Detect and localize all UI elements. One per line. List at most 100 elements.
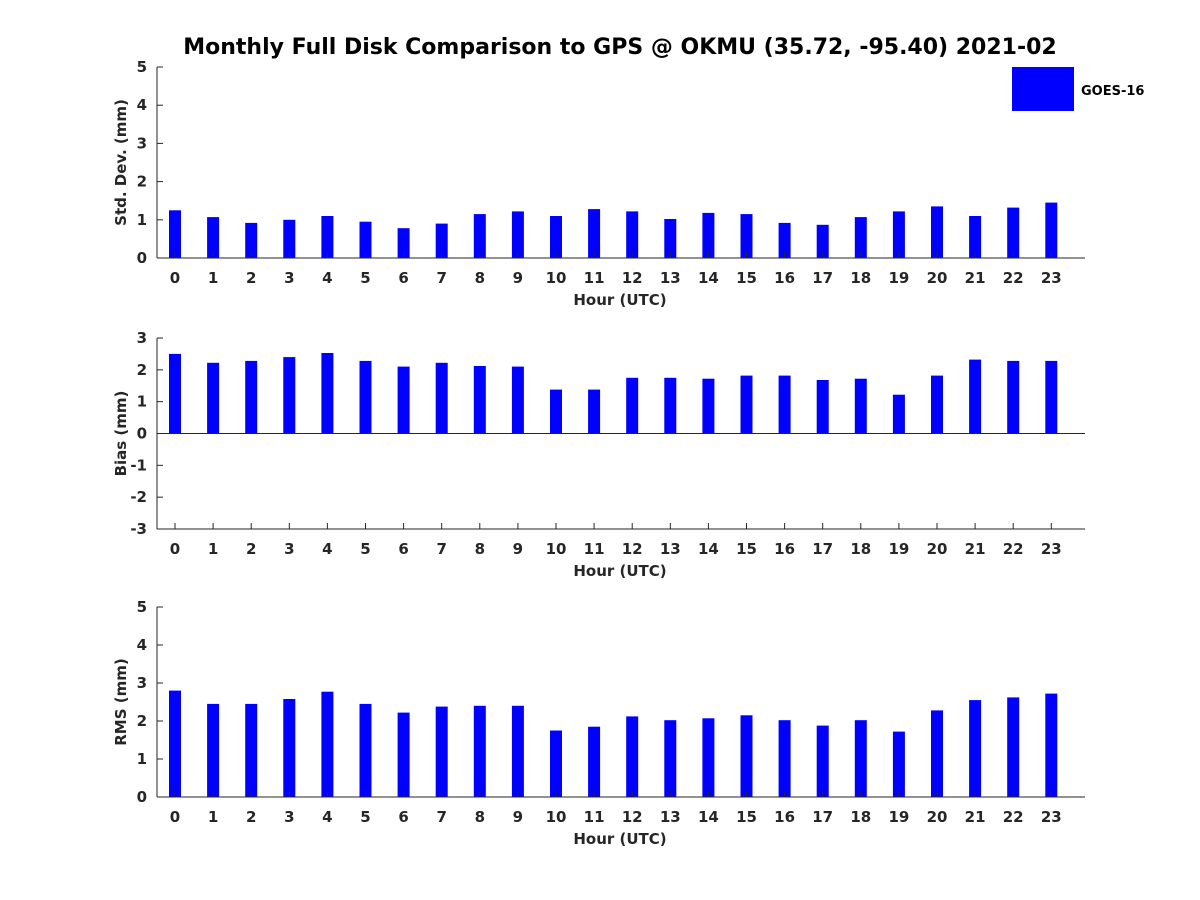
bar-hour-10 bbox=[550, 730, 562, 797]
y-tick-label: 1 bbox=[137, 750, 147, 768]
x-tick-label: 1 bbox=[208, 540, 218, 558]
bar-hour-21 bbox=[969, 216, 982, 258]
x-tick-label: 2 bbox=[246, 269, 256, 287]
y-axis-title: Bias (mm) bbox=[112, 391, 130, 477]
x-tick-label: 20 bbox=[927, 269, 948, 287]
x-tick-label: 4 bbox=[322, 808, 332, 826]
y-tick-label: 5 bbox=[137, 598, 147, 616]
bar-hour-14 bbox=[702, 212, 715, 258]
x-tick-label: 0 bbox=[170, 808, 180, 826]
legend-label-goes-16: GOES-16 bbox=[1081, 84, 1144, 99]
x-tick-label: 6 bbox=[398, 808, 408, 826]
x-tick-label: 7 bbox=[436, 540, 446, 558]
x-tick-label: 4 bbox=[322, 269, 332, 287]
bar-hour-15 bbox=[740, 375, 753, 434]
y-tick-label: 0 bbox=[137, 425, 147, 443]
y-tick-label: 3 bbox=[137, 134, 147, 152]
x-tick-label: 16 bbox=[774, 269, 795, 287]
x-axis-title: Hour (UTC) bbox=[573, 562, 666, 580]
bar-hour-8 bbox=[473, 705, 486, 797]
bar-hour-7 bbox=[435, 362, 448, 434]
bar-hour-10 bbox=[550, 216, 562, 258]
x-tick-label: 8 bbox=[475, 269, 485, 287]
legend: GOES-16 bbox=[1012, 67, 1144, 111]
y-axis-title: Std. Dev. (mm) bbox=[112, 99, 130, 226]
x-tick-label: 21 bbox=[965, 808, 986, 826]
x-tick-label: 23 bbox=[1041, 808, 1062, 826]
x-tick-label: 21 bbox=[965, 269, 986, 287]
bar-hour-7 bbox=[435, 706, 448, 797]
bar-hour-18 bbox=[854, 217, 867, 258]
x-axis-title: Hour (UTC) bbox=[573, 830, 666, 848]
bar-hour-21 bbox=[969, 700, 982, 797]
x-tick-label: 18 bbox=[850, 269, 871, 287]
y-tick-label: -1 bbox=[130, 456, 147, 474]
x-tick-label: 8 bbox=[475, 540, 485, 558]
x-tick-label: 1 bbox=[208, 269, 218, 287]
bar-hour-16 bbox=[778, 222, 791, 258]
x-tick-label: 3 bbox=[284, 540, 294, 558]
bar-hour-16 bbox=[778, 375, 791, 434]
bar-hour-22 bbox=[1007, 697, 1020, 797]
bar-hour-2 bbox=[245, 360, 258, 434]
x-tick-label: 6 bbox=[398, 540, 408, 558]
bar-hour-21 bbox=[969, 359, 982, 434]
bar-hour-23 bbox=[1045, 360, 1058, 434]
bar-hour-3 bbox=[283, 357, 296, 434]
bar-hour-20 bbox=[931, 375, 943, 434]
y-tick-label: 0 bbox=[137, 249, 147, 267]
x-tick-label: 13 bbox=[660, 808, 681, 826]
x-tick-label: 17 bbox=[812, 808, 833, 826]
y-tick-label: 5 bbox=[137, 58, 147, 76]
x-tick-label: 12 bbox=[622, 540, 643, 558]
bar-hour-22 bbox=[1007, 360, 1020, 434]
x-tick-label: 22 bbox=[1003, 808, 1024, 826]
x-tick-label: 10 bbox=[546, 808, 567, 826]
bar-hour-13 bbox=[664, 377, 677, 434]
bar-hour-2 bbox=[245, 222, 258, 258]
x-tick-label: 14 bbox=[698, 808, 719, 826]
x-tick-label: 2 bbox=[246, 540, 256, 558]
x-tick-label: 0 bbox=[170, 269, 180, 287]
bar-hour-5 bbox=[359, 703, 372, 797]
x-tick-label: 19 bbox=[888, 269, 909, 287]
bar-hour-9 bbox=[511, 705, 524, 797]
bar-hour-15 bbox=[740, 715, 753, 797]
x-tick-label: 11 bbox=[584, 269, 605, 287]
bar-hour-4 bbox=[321, 691, 334, 797]
y-tick-label: 4 bbox=[137, 96, 147, 114]
bar-hour-0 bbox=[169, 210, 181, 259]
x-tick-label: 21 bbox=[965, 540, 986, 558]
bar-hour-14 bbox=[702, 718, 715, 797]
x-tick-label: 9 bbox=[513, 540, 523, 558]
x-tick-label: 19 bbox=[888, 540, 909, 558]
bar-hour-23 bbox=[1045, 202, 1058, 258]
legend-swatch-goes-16 bbox=[1012, 67, 1074, 111]
bar-hour-13 bbox=[664, 219, 677, 258]
bar-hour-16 bbox=[778, 720, 791, 797]
bar-hour-14 bbox=[702, 378, 715, 434]
bar-hour-3 bbox=[283, 699, 296, 797]
y-tick-label: 1 bbox=[137, 211, 147, 229]
x-tick-label: 22 bbox=[1003, 540, 1024, 558]
bar-hour-17 bbox=[816, 725, 829, 797]
x-tick-label: 19 bbox=[888, 808, 909, 826]
bar-hour-8 bbox=[473, 366, 486, 434]
x-tick-label: 17 bbox=[812, 540, 833, 558]
bar-hour-11 bbox=[588, 726, 601, 797]
x-tick-label: 15 bbox=[736, 808, 757, 826]
bar-hour-19 bbox=[892, 731, 905, 797]
y-tick-label: 3 bbox=[137, 674, 147, 692]
x-axis-title: Hour (UTC) bbox=[573, 291, 666, 309]
bar-hour-22 bbox=[1007, 207, 1020, 258]
bar-hour-1 bbox=[207, 703, 220, 797]
y-tick-label: 1 bbox=[137, 393, 147, 411]
bar-hour-11 bbox=[588, 389, 601, 434]
x-tick-label: 15 bbox=[736, 540, 757, 558]
bar-hour-4 bbox=[321, 216, 334, 258]
x-tick-label: 5 bbox=[360, 540, 370, 558]
x-tick-label: 8 bbox=[475, 808, 485, 826]
